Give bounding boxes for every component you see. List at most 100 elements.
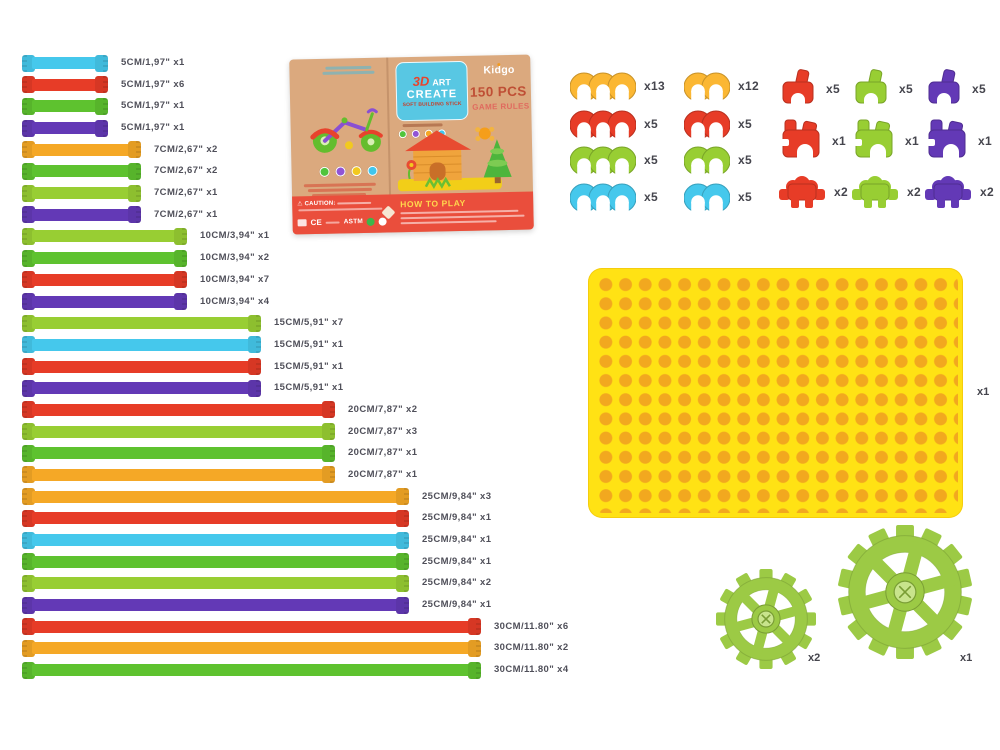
strip-label: 30CM/11.80" x2	[494, 642, 569, 654]
arch-clip-art	[570, 146, 636, 178]
box-left-text-line	[307, 187, 372, 192]
strip-row	[22, 162, 141, 180]
strip-row	[22, 249, 187, 267]
arch-clip-art	[684, 146, 730, 178]
strip-endcap	[22, 423, 35, 441]
strip-bar	[32, 122, 98, 134]
strip-bar	[32, 555, 399, 568]
color-dot-purple	[335, 166, 346, 177]
strip-endcap	[396, 574, 409, 592]
strip-bar	[32, 577, 399, 590]
strip-row	[22, 423, 335, 441]
game-rules-label: GAME RULES	[472, 101, 530, 112]
strip-row	[22, 271, 187, 289]
strip-bar	[32, 143, 131, 156]
strip-endcap	[22, 531, 35, 549]
strip-endcap	[248, 358, 261, 375]
ukca-mark	[297, 219, 307, 227]
color-dot-yellow	[351, 166, 362, 177]
strip-row	[22, 54, 108, 72]
gear-wheel-art	[838, 525, 972, 659]
strip-endcap	[22, 444, 35, 462]
strip-endcap	[22, 227, 35, 245]
strip-row	[22, 531, 409, 549]
strip-endcap	[22, 661, 35, 679]
strip-label: 10CM/3,94" x7	[200, 273, 270, 285]
strip-endcap	[248, 336, 261, 354]
strip-bar	[32, 338, 251, 351]
arch-clip-art	[570, 110, 636, 142]
logo-subtitle: SOFT BUILDING STICK	[402, 100, 462, 108]
strip-endcap	[322, 466, 335, 484]
strip-label: 5CM/1,97" x1	[121, 57, 185, 68]
strip-label: 30CM/11.80" x4	[494, 664, 569, 675]
piece-count: x5	[972, 82, 986, 96]
logo-create: CREATE	[406, 87, 458, 101]
tab-clip: x5	[851, 69, 913, 109]
piece-count: x12	[738, 79, 759, 93]
strip-row	[22, 488, 409, 506]
strip-endcap	[22, 358, 35, 375]
strip-bar	[32, 534, 399, 546]
strip-bar	[32, 403, 325, 416]
how-to-play-label: HOW TO PLAY	[400, 197, 466, 210]
strip-bar	[32, 490, 399, 503]
piece-count: x5	[644, 153, 658, 167]
strip-bar	[32, 599, 399, 611]
strip-bar	[32, 78, 98, 91]
strip-endcap	[22, 401, 35, 419]
strip-endcap	[22, 596, 35, 614]
strip-label: 25CM/9,84" x1	[422, 512, 492, 524]
strip-row	[22, 596, 409, 614]
piece-count: x5	[738, 190, 752, 204]
cross-clip-art	[852, 176, 898, 208]
strip-row	[22, 293, 187, 310]
strip-label: 25CM/9,84" x1	[422, 555, 492, 567]
strip-row	[22, 444, 335, 462]
caution-label: CAUTION:	[304, 200, 336, 207]
piece-count: x1	[978, 134, 992, 148]
strip-bar	[32, 187, 131, 200]
box-logo-card: 3D ART CREATE SOFT BUILDING STICK	[395, 60, 469, 122]
how-to-play-text-line	[400, 209, 519, 215]
strip-label: 5CM/1,97" x6	[121, 78, 185, 90]
strip-label: 7CM/2,67" x1	[154, 208, 218, 220]
wheel-large	[834, 521, 976, 668]
tab-clip: x5	[924, 69, 986, 109]
gear-wheel-art	[716, 569, 816, 669]
strip-endcap	[128, 184, 141, 202]
astm-mark: ASTM	[343, 218, 364, 226]
strip-bar	[32, 447, 325, 460]
strip-row	[22, 509, 409, 527]
triple-arch-clip: x5	[570, 179, 658, 215]
strip-endcap	[396, 531, 409, 549]
pegboard-count: x1	[977, 386, 990, 398]
strip-endcap	[22, 574, 35, 592]
strip-endcap	[174, 271, 187, 289]
strip-endcap	[128, 162, 141, 180]
corner-clip-art	[781, 119, 820, 164]
strip-endcap	[22, 618, 35, 636]
strip-endcap	[95, 97, 108, 115]
caution-text-line	[337, 201, 372, 205]
strip-bar	[32, 230, 177, 243]
strip-row	[22, 141, 141, 159]
box-art-house-scene	[397, 126, 512, 192]
corner-clip: x1	[924, 118, 992, 164]
wheel-large-count: x1	[960, 652, 973, 664]
caution-line: ⚠ CAUTION:	[297, 199, 372, 207]
box-left-color-dots	[319, 165, 378, 177]
strip-label: 5CM/1,97" x1	[121, 122, 185, 133]
strip-row	[22, 379, 261, 397]
piece-count: x1	[832, 134, 846, 148]
strip-endcap	[22, 184, 35, 202]
piece-count: x5	[899, 82, 913, 96]
strip-bar	[32, 512, 399, 525]
caution-text-line	[298, 207, 383, 212]
cross-clip-art	[925, 176, 971, 208]
strip-endcap	[396, 596, 409, 614]
wheel-small-count: x2	[808, 652, 821, 664]
strip-bar	[32, 468, 325, 481]
strip-endcap	[322, 401, 335, 419]
